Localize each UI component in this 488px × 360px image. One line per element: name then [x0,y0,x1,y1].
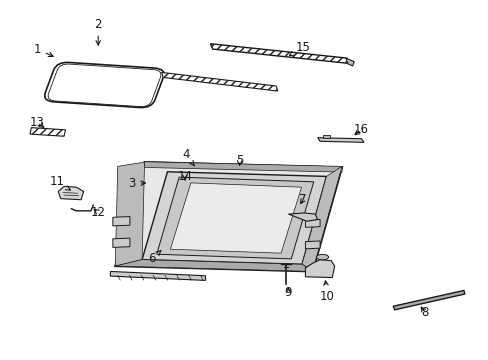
Polygon shape [392,291,464,310]
Polygon shape [144,162,341,172]
Polygon shape [210,44,348,63]
Text: 8: 8 [420,306,427,319]
Polygon shape [115,162,341,271]
Polygon shape [322,135,329,138]
Polygon shape [115,162,144,266]
Text: 13: 13 [30,116,44,129]
Polygon shape [30,128,65,136]
Polygon shape [157,177,313,259]
Text: 7: 7 [299,193,306,206]
Text: 6: 6 [148,251,161,265]
Polygon shape [305,220,320,227]
Text: 5: 5 [235,154,243,167]
Ellipse shape [316,255,328,260]
Polygon shape [113,238,130,247]
Polygon shape [305,241,320,249]
Polygon shape [161,72,277,91]
Text: 1: 1 [34,42,53,57]
Text: 15: 15 [289,41,310,56]
Polygon shape [113,217,130,226]
Polygon shape [110,271,205,280]
Text: 12: 12 [91,206,105,219]
Polygon shape [305,260,334,278]
Polygon shape [115,260,312,271]
Text: 11: 11 [49,175,70,190]
Polygon shape [58,186,83,200]
Polygon shape [142,172,326,264]
Text: 16: 16 [353,123,368,136]
Text: 2: 2 [94,18,102,45]
Text: 9: 9 [284,287,291,300]
Polygon shape [345,58,353,66]
Polygon shape [317,138,363,142]
Polygon shape [170,183,301,253]
Polygon shape [302,166,341,270]
Text: 3: 3 [128,177,145,190]
Text: 10: 10 [319,281,334,303]
Text: 14: 14 [177,170,192,183]
Text: 4: 4 [182,148,194,166]
Polygon shape [288,213,317,221]
